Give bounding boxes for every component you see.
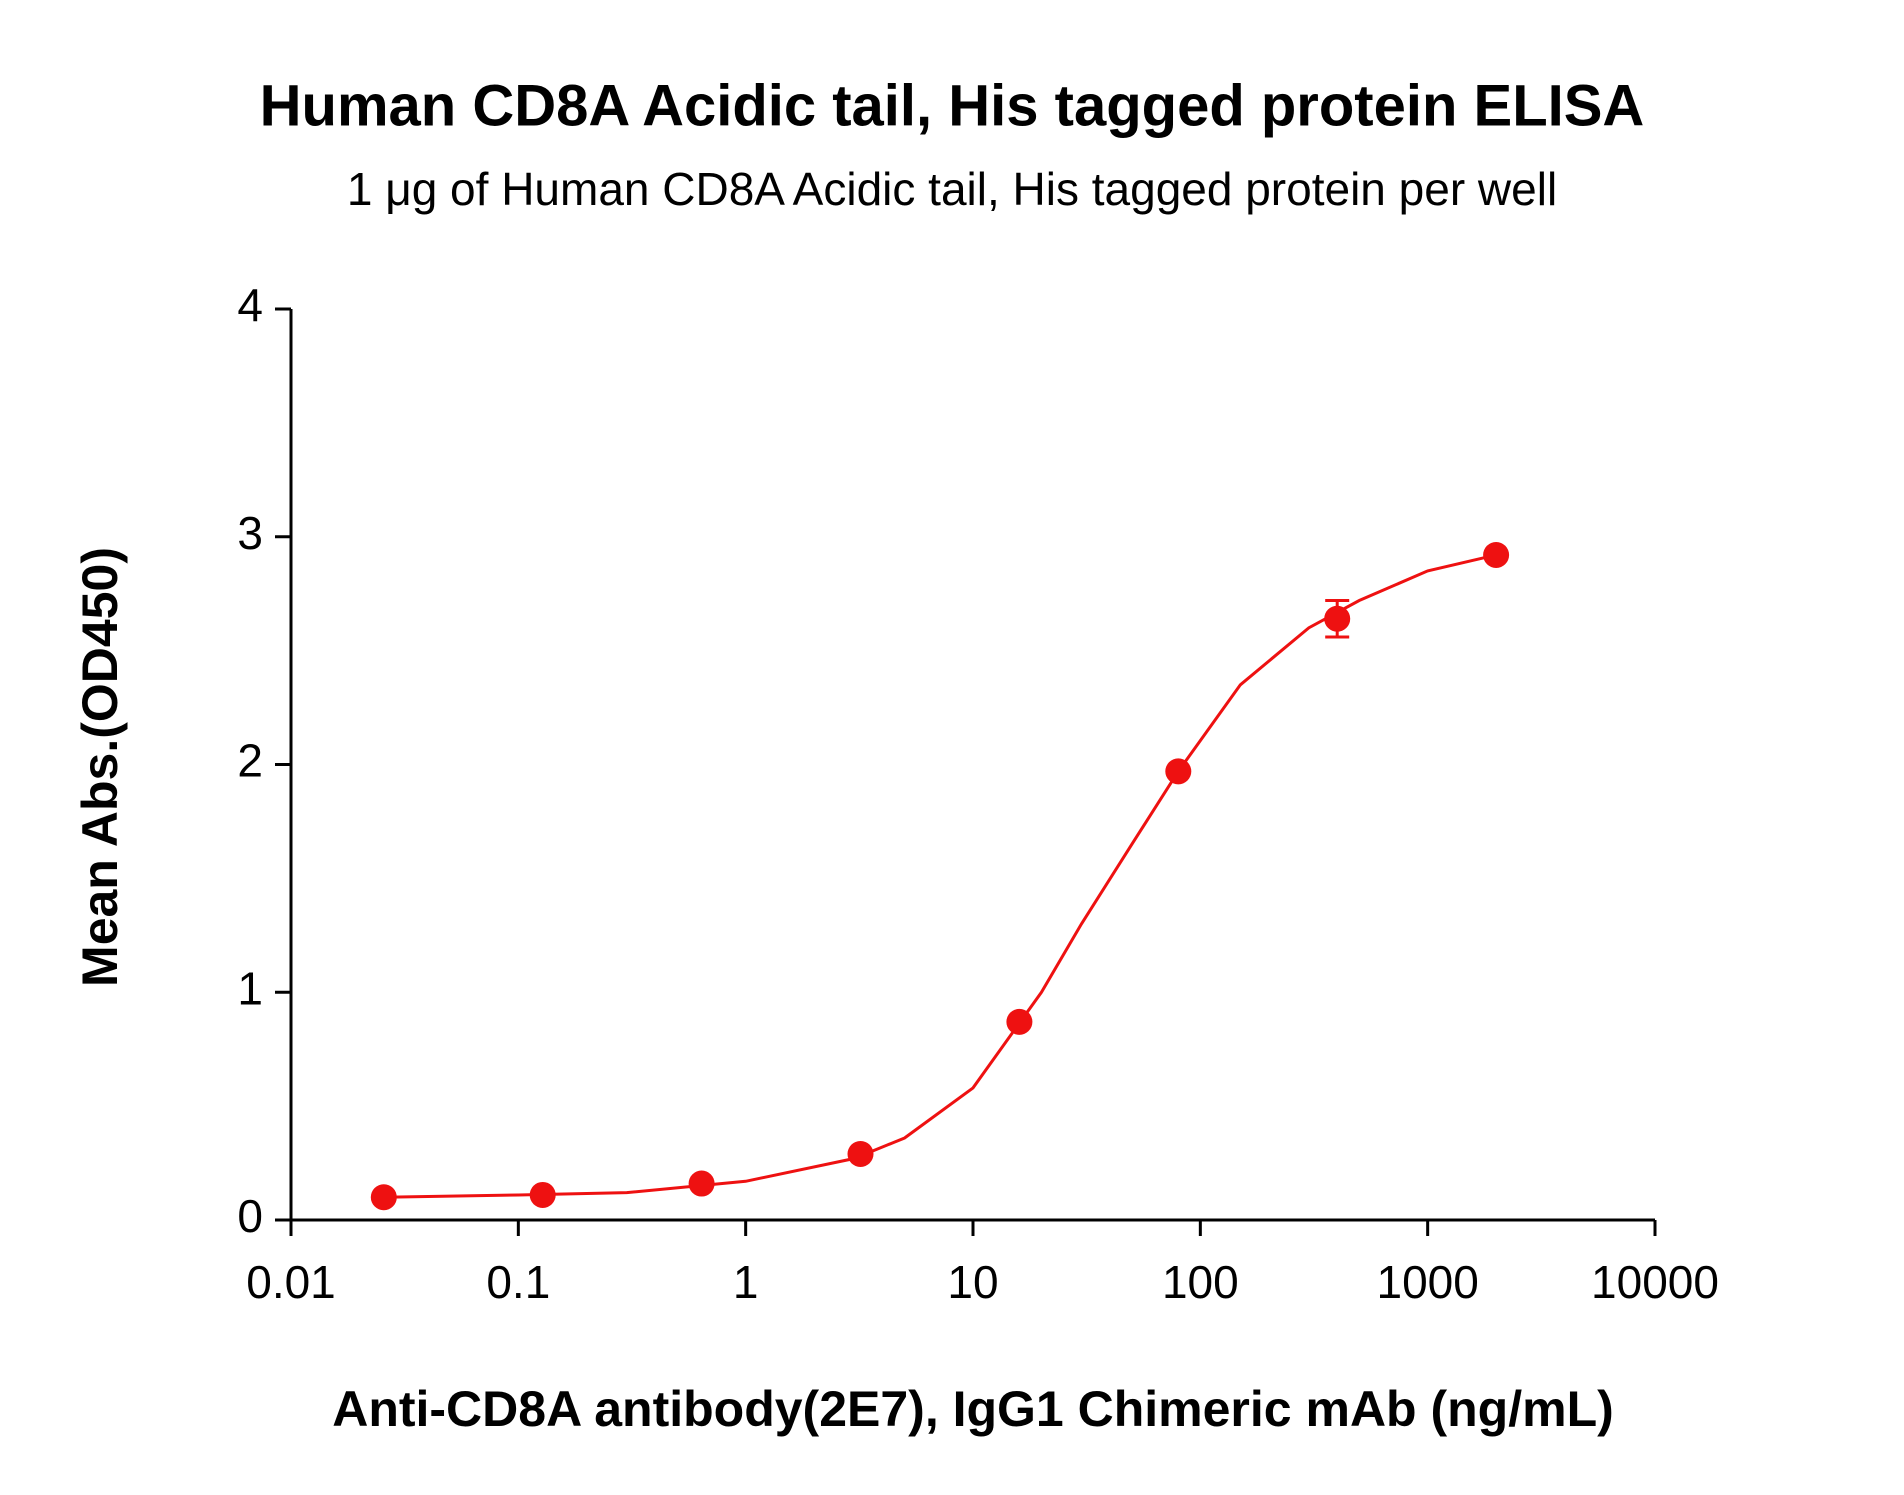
x-tick-label: 1	[733, 1256, 759, 1308]
y-tick-label: 3	[237, 507, 263, 559]
x-tick-label: 10000	[1591, 1256, 1719, 1308]
y-axis-title: Mean Abs.(OD450)	[72, 547, 128, 987]
chart-subtitle: 1 μg of Human CD8A Acidic tail, His tagg…	[347, 163, 1557, 215]
x-tick-label: 1000	[1376, 1256, 1478, 1308]
x-axis-title: Anti-CD8A antibody(2E7), IgG1 Chimeric m…	[332, 1381, 1614, 1437]
y-tick-label: 1	[237, 962, 263, 1014]
data-point	[1006, 1008, 1033, 1035]
x-tick-label: 100	[1162, 1256, 1239, 1308]
chart-title: Human CD8A Acidic tail, His tagged prote…	[260, 73, 1645, 138]
data-point	[1165, 758, 1192, 785]
data-point	[1324, 605, 1351, 632]
x-tick-label: 0.1	[486, 1256, 550, 1308]
y-tick-label: 4	[237, 279, 263, 331]
data-point	[370, 1184, 397, 1211]
y-tick-label: 0	[237, 1190, 263, 1242]
x-tick-label: 0.01	[246, 1256, 336, 1308]
data-point	[847, 1140, 874, 1167]
fit-curve	[383, 553, 1497, 1199]
data-point	[1483, 541, 1510, 568]
y-tick-label: 2	[237, 735, 263, 787]
x-tick-label: 10	[947, 1256, 998, 1308]
data-point	[688, 1170, 715, 1197]
data-point	[529, 1181, 556, 1208]
